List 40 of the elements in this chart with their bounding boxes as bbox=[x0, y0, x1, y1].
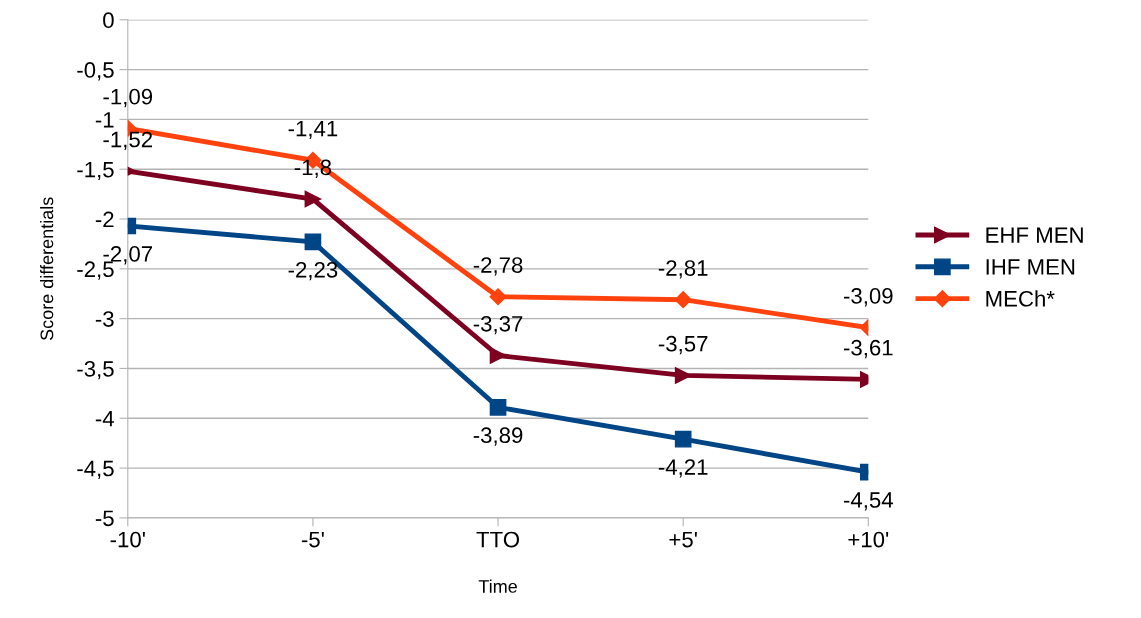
legend-label: EHF MEN bbox=[986, 227, 1083, 243]
y-tick-label: -4 bbox=[95, 411, 114, 427]
data-label: -3,61 bbox=[843, 339, 893, 359]
legend-label: MECh* bbox=[986, 290, 1055, 307]
y-tick-label: -2 bbox=[95, 211, 114, 228]
data-label: -3,37 bbox=[473, 315, 523, 335]
y-tick-label: -4,5 bbox=[77, 460, 114, 479]
data-label: -3,57 bbox=[658, 335, 708, 355]
y-tick-label: 0 bbox=[103, 12, 114, 29]
data-label: -4,21 bbox=[658, 459, 708, 478]
data-label: -1,52 bbox=[103, 131, 152, 150]
x-tick-label: +5' bbox=[669, 531, 697, 548]
point bbox=[489, 398, 507, 416]
y-tick-label: -1 bbox=[95, 112, 114, 128]
data-label: -1,09 bbox=[103, 88, 153, 108]
data-label: -4,54 bbox=[843, 492, 893, 511]
x-axis-title: Time bbox=[478, 579, 517, 593]
y-axis-title: Score differentials bbox=[40, 197, 54, 341]
y-tick-label: -3,5 bbox=[77, 360, 114, 380]
legend-label: IHF MEN bbox=[986, 259, 1075, 275]
point bbox=[304, 190, 322, 208]
data-label: -1,41 bbox=[288, 120, 338, 140]
x-tick-label: -10' bbox=[110, 531, 145, 548]
data-label: -2,23 bbox=[288, 261, 338, 281]
data-label: -3,89 bbox=[473, 427, 523, 446]
data-label: -3,09 bbox=[843, 288, 893, 307]
point bbox=[304, 233, 322, 251]
x-tick-label: +10' bbox=[848, 531, 889, 548]
point bbox=[674, 367, 692, 384]
point bbox=[674, 430, 692, 448]
y-tick-label: -0,5 bbox=[77, 62, 114, 81]
x-tick-label: -5' bbox=[301, 531, 324, 548]
x-tick-label: TTO bbox=[476, 531, 520, 548]
point bbox=[674, 291, 692, 309]
y-tick-label: -3 bbox=[95, 311, 114, 327]
data-label: -2,78 bbox=[473, 257, 523, 276]
point bbox=[489, 288, 507, 306]
data-label: -2,81 bbox=[658, 260, 708, 279]
y-tick-label: -1,5 bbox=[77, 161, 114, 181]
y-tick-label: -5 bbox=[95, 510, 114, 527]
